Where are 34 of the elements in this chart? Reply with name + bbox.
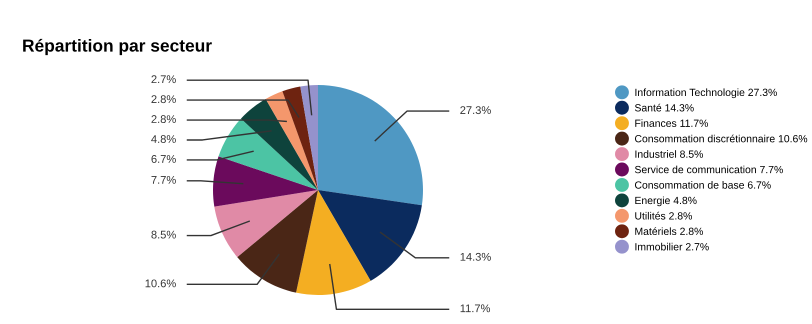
legend-label: Industriel 8.5% xyxy=(635,150,703,158)
data-label: 10.6% xyxy=(146,279,176,288)
pie-slice xyxy=(266,91,318,190)
legend-label: Immobilier 2.7% xyxy=(635,242,709,250)
data-label: 6.7% xyxy=(151,155,176,163)
data-label: 2.7% xyxy=(151,75,176,84)
legend-label: Consommation de base 6.7% xyxy=(634,181,771,189)
data-label: 2.8% xyxy=(151,115,176,124)
pie-slice xyxy=(218,118,318,190)
data-label: 14.3% xyxy=(460,252,491,261)
data-label: 8.5% xyxy=(151,230,176,239)
pie-slice xyxy=(318,85,423,206)
legend-label: Matériels 2.8% xyxy=(635,227,703,236)
pie-slice xyxy=(318,190,422,281)
data-label: 11.7% xyxy=(460,304,490,312)
pie-slice xyxy=(237,190,318,293)
legend-label: Utilités 2.8% xyxy=(635,212,692,220)
pie-slice xyxy=(296,190,371,295)
legend-label: Finances 11.7% xyxy=(635,119,708,127)
legend-label: Consommation discrétionnaire 10.6% xyxy=(634,134,808,142)
data-label: 27.3% xyxy=(460,106,491,114)
pie-slice xyxy=(214,190,318,258)
data-label: 2.8% xyxy=(151,95,176,104)
pie-slice xyxy=(282,86,318,190)
legend-label: Information Technologie 27.3% xyxy=(635,88,777,98)
legend-label: Santé 14.3% xyxy=(634,104,694,112)
pie-slice xyxy=(240,98,318,190)
pie-slice xyxy=(213,156,318,207)
pie-slice xyxy=(300,85,318,190)
legend-label: Energie 4.8% xyxy=(635,196,697,206)
chart-title: Répartition par secteur xyxy=(23,38,212,56)
legend-label: Service de communication 7.7% xyxy=(634,166,783,174)
data-label: 7.7% xyxy=(151,176,176,184)
data-label: 4.8% xyxy=(151,135,176,143)
